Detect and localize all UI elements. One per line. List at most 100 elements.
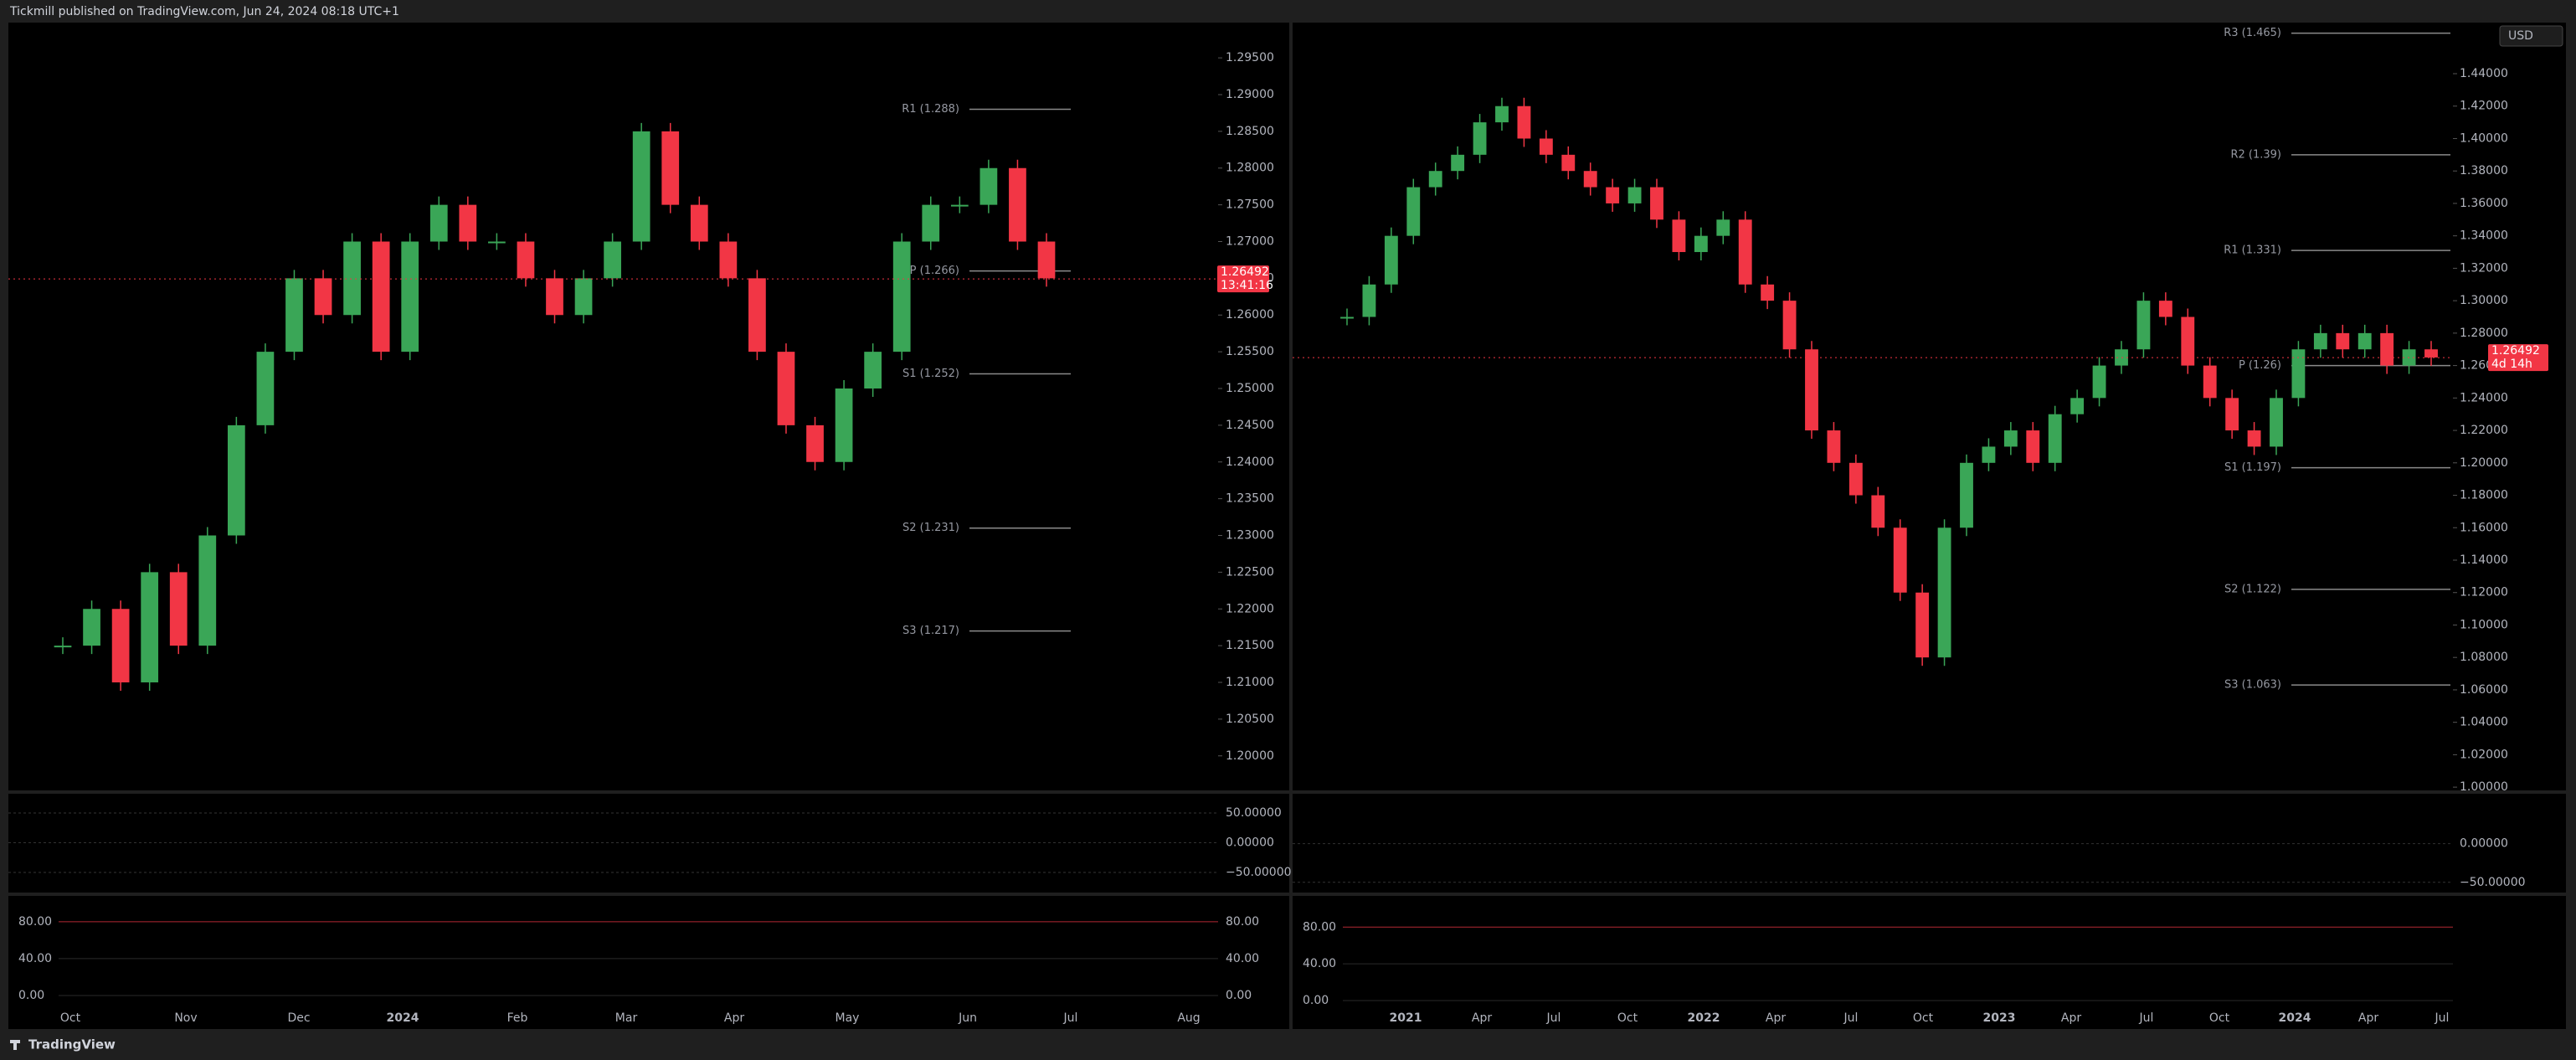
osc-tick-label: −50.00000 [1226,866,1292,879]
pivot-label: R1 (1.331) [2224,244,2281,257]
candle [2158,301,2172,317]
time-label: Oct [1617,1011,1638,1025]
last-price-tag [1217,265,1269,293]
pane [1293,896,2566,1007]
candle [517,241,535,279]
candle [2181,316,2195,366]
time-label: 2024 [2279,1011,2311,1025]
price-tick-label: 1.21000 [1226,676,1274,689]
candle [227,425,245,536]
candle [864,352,882,389]
candle [2048,414,2062,463]
price-tick-label: 1.12000 [2460,586,2508,599]
candle [950,204,969,207]
stoch-tick-label-left: 40.00 [1303,957,1336,970]
time-label: Oct [2209,1011,2230,1025]
time-axis [1293,1007,2566,1029]
currency-button[interactable] [2499,25,2563,47]
time-label: 2022 [1688,1011,1720,1025]
price-tick-label: 1.24000 [1226,455,1274,469]
candle [2336,332,2350,350]
pivot-label: P (1.266) [910,265,959,277]
candle [401,241,419,352]
price-tick-label: 1.20000 [1226,749,1274,763]
price-tick-label: 1.23500 [1226,492,1274,506]
candle [1738,219,1752,285]
price-tick-label: 1.38000 [2460,164,2508,178]
stoch-tick-label-left: 80.00 [18,915,52,929]
candle [459,204,477,242]
time-label: Dec [287,1011,310,1025]
candle [1915,592,1930,658]
time-label: Mar [615,1011,638,1025]
price-tick-label: 1.44000 [2460,67,2508,80]
time-label: Jul [2139,1011,2154,1025]
pane [1293,23,2566,790]
pivot-label: S1 (1.197) [2224,461,2281,474]
price-tick-label: 1.02000 [2460,748,2508,761]
candle [111,609,130,683]
time-label: 2021 [1390,1011,1422,1025]
stoch-tick-label-left: 40.00 [18,952,52,965]
candle [2092,365,2106,399]
time-label: Jul [2435,1011,2450,1025]
candle [1627,187,1642,203]
price-tick-label: 1.10000 [2460,618,2508,631]
osc-tick-label: 0.00000 [1226,836,1274,850]
candle [169,572,188,646]
time-axis [8,1007,1289,1029]
osc-tick-label: 0.00000 [2460,837,2508,851]
brand: TradingView [28,1037,116,1052]
candle [1982,446,1996,463]
price-tick-label: 1.27500 [1226,198,1274,212]
candle [574,278,593,316]
price-tick-label: 1.06000 [2460,683,2508,697]
candle [198,535,217,646]
price-tick-label: 1.42000 [2460,100,2508,113]
stoch-tick-label-right: 0.00 [1226,989,1252,1002]
candle [2380,332,2394,366]
candle [2070,398,2085,414]
stoch-tick-label-left: 80.00 [1303,920,1336,934]
candle [1937,527,1951,658]
price-tick-label: 1.20000 [2460,456,2508,470]
pane [8,896,1289,1007]
candle [488,241,506,244]
candle [719,241,738,279]
osc-tick-label: 50.00000 [1226,806,1282,820]
candle [2203,365,2217,399]
candle [1606,187,1620,203]
candle [1561,154,1576,172]
candle [1960,462,1973,528]
candle [1539,138,1553,155]
price-tick-label: 1.23000 [1226,529,1274,543]
price-tick-label: 1.25000 [1226,382,1274,395]
candle [806,425,824,462]
candle [1672,219,1686,253]
stoch-tick-label-right: 80.00 [1226,915,1259,929]
candle [1694,235,1708,253]
candle [2136,301,2151,350]
candle [1037,241,1056,279]
currency-label[interactable]: USD [2508,29,2533,43]
time-label: Jul [1843,1011,1859,1025]
candle [661,131,680,205]
time-label: Jul [1546,1011,1561,1025]
time-label: Feb [507,1011,528,1025]
candle [1495,105,1509,123]
candle [1805,349,1818,431]
price-tick-label: 1.08000 [2460,651,2508,664]
candle [2357,332,2372,350]
time-label: Oct [60,1011,81,1025]
candle [1517,105,1531,139]
price-tick-label: 1.27000 [1226,234,1274,248]
time-label: 2024 [387,1011,419,1025]
time-label: Apr [2061,1011,2081,1025]
pivot-label: S3 (1.217) [902,625,959,637]
last-price-countdown: 13:41:16 [1221,279,1273,292]
candle [1362,284,1376,317]
candle [2291,349,2306,399]
candle [343,241,361,316]
candle [1406,187,1421,236]
